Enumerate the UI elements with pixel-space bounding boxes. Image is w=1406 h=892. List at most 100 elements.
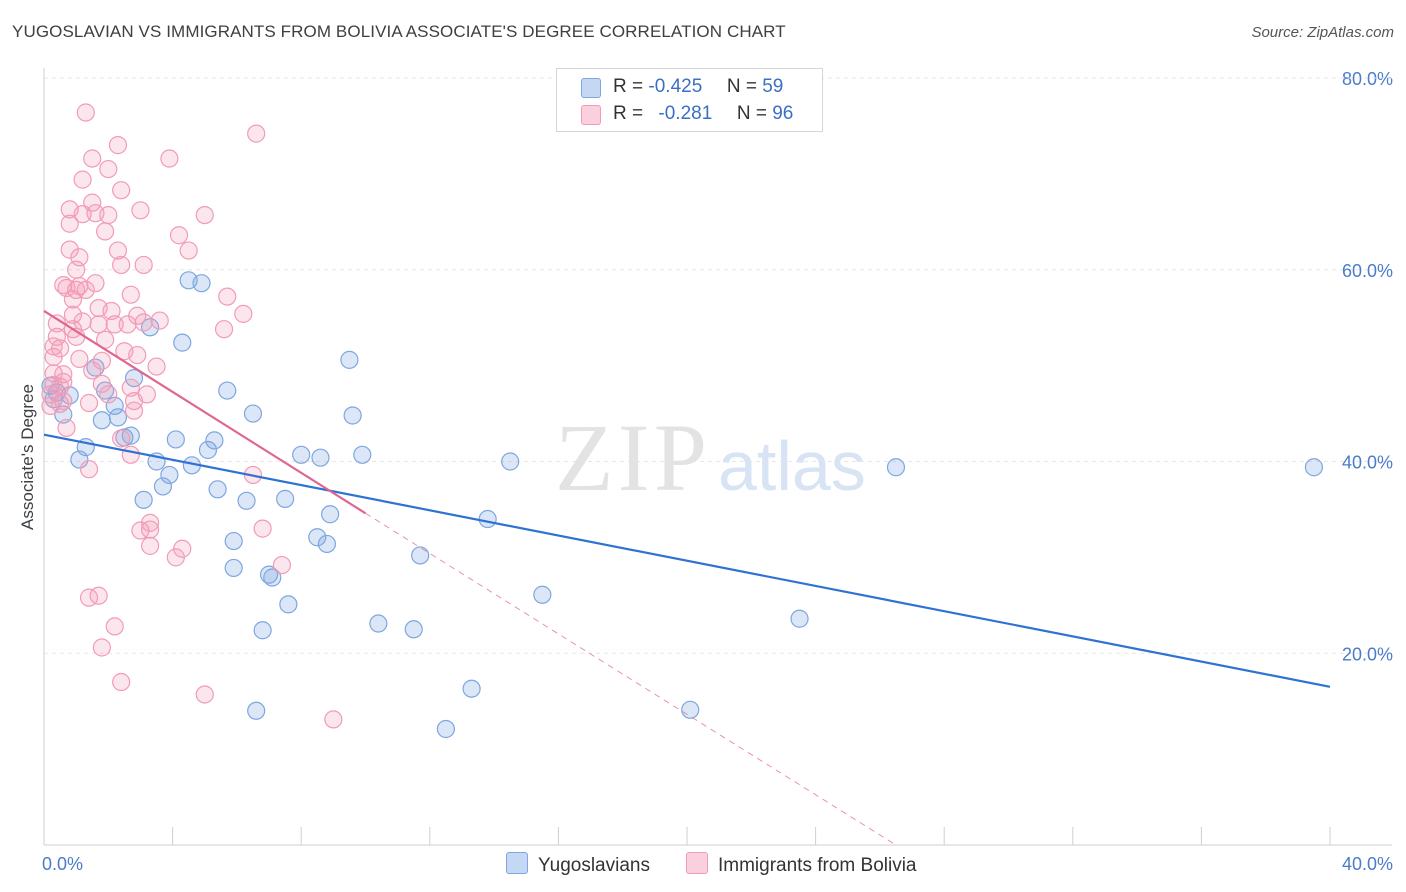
point-yugoslavians <box>317 534 337 554</box>
y-axis-label: Associate's Degree <box>18 384 37 530</box>
point-bolivia <box>92 638 111 657</box>
point-yugoslavians <box>404 620 423 639</box>
bottom-legend-label-yugoslavians: Yugoslavians <box>538 855 650 876</box>
watermark-atlas: atlas <box>718 427 866 505</box>
point-yugoslavians <box>224 531 243 551</box>
point-bolivia <box>112 255 131 275</box>
y-tick-label: 80.0% <box>1342 69 1393 89</box>
point-yugoslavians <box>340 350 359 369</box>
point-bolivia <box>54 365 73 384</box>
point-bolivia <box>134 255 153 275</box>
bottom-legend-label-bolivia: Immigrants from Bolivia <box>718 855 917 876</box>
trend-line-bolivia <box>43 310 367 515</box>
point-bolivia <box>105 315 124 334</box>
point-yugoslavians <box>218 381 237 400</box>
point-bolivia <box>121 378 140 397</box>
point-yugoslavians <box>86 358 105 377</box>
point-yugoslavians <box>166 430 185 449</box>
point-bolivia <box>79 393 99 413</box>
x-tick-label: 0.0% <box>42 854 83 874</box>
point-bolivia <box>169 226 189 245</box>
point-bolivia <box>128 345 147 365</box>
point-bolivia <box>102 301 121 321</box>
point-bolivia <box>108 136 128 155</box>
point-bolivia <box>86 274 105 293</box>
point-bolivia <box>140 520 160 539</box>
point-yugoslavians <box>192 274 211 293</box>
trend-line-yugoslavians <box>43 433 1331 688</box>
point-yugoslavians <box>886 458 906 477</box>
point-bolivia <box>89 586 108 605</box>
point-bolivia <box>112 181 131 200</box>
legend-swatch-bolivia <box>581 105 601 125</box>
point-yugoslavians <box>160 465 179 485</box>
point-bolivia <box>234 304 253 323</box>
point-yugoslavians <box>369 614 388 633</box>
point-yugoslavians <box>153 477 173 496</box>
point-yugoslavians <box>243 404 263 423</box>
point-yugoslavians <box>353 445 372 464</box>
point-yugoslavians <box>790 609 809 628</box>
point-bolivia <box>272 555 292 575</box>
grid-lines: 20.0% 40.0% 60.0% 80.0% <box>44 69 1393 664</box>
point-bolivia <box>54 372 73 392</box>
point-bolivia <box>137 385 156 404</box>
point-yugoslavians <box>1304 458 1324 477</box>
point-yugoslavians <box>108 408 128 427</box>
stats-legend: R = -0.425 N = 59 R = -0.281 N = 96 <box>556 68 823 132</box>
point-yugoslavians <box>253 621 272 640</box>
point-bolivia <box>79 460 99 479</box>
point-bolivia <box>60 214 79 233</box>
chart-title: YUGOSLAVIAN VS IMMIGRANTS FROM BOLIVIA A… <box>12 22 786 41</box>
point-bolivia <box>324 710 343 729</box>
legend-r-label: R = <box>613 103 644 124</box>
point-bolivia <box>128 306 147 325</box>
point-bolivia <box>99 206 118 225</box>
watermark: ZIP atlas <box>555 404 866 511</box>
point-bolivia <box>124 401 144 420</box>
point-yugoslavians <box>208 480 227 499</box>
point-bolivia <box>214 320 234 339</box>
point-yugoslavians <box>198 440 218 460</box>
point-yugoslavians <box>411 546 430 565</box>
point-bolivia <box>92 374 111 393</box>
point-bolivia <box>76 280 95 299</box>
point-yugoslavians <box>247 701 266 720</box>
point-yugoslavians <box>205 431 224 450</box>
point-bolivia <box>83 193 102 212</box>
legend-r-value: -0.425 <box>648 76 703 97</box>
point-yugoslavians <box>321 505 340 524</box>
point-yugoslavians <box>92 411 111 430</box>
point-yugoslavians <box>478 509 497 529</box>
y-tick-label: 40.0% <box>1342 453 1393 473</box>
data-points <box>41 103 1324 739</box>
source-label: Source: ZipAtlas.com <box>1251 24 1394 41</box>
point-bolivia <box>140 513 160 532</box>
trend-extension-bolivia <box>365 512 897 846</box>
point-yugoslavians <box>308 528 327 547</box>
point-bolivia <box>60 240 79 259</box>
y-tick-label: 60.0% <box>1342 261 1393 281</box>
point-yugoslavians <box>224 558 243 578</box>
bottom-legend-yugoslavians: Yugoslavians <box>506 852 650 877</box>
point-bolivia <box>92 351 111 370</box>
point-bolivia <box>99 159 118 179</box>
point-bolivia <box>70 349 89 369</box>
point-bolivia <box>50 339 70 358</box>
point-yugoslavians <box>276 489 295 508</box>
point-bolivia <box>147 357 166 376</box>
point-bolivia <box>83 361 102 380</box>
point-bolivia <box>173 539 192 558</box>
legend-n-value: 96 <box>772 103 794 124</box>
point-bolivia <box>112 672 131 692</box>
trend-lines <box>43 310 1331 846</box>
point-bolivia <box>95 222 115 241</box>
point-yugoslavians <box>237 491 256 510</box>
legend-n-label: N = <box>736 103 767 124</box>
legend-n-label: N = <box>726 76 757 97</box>
point-bolivia <box>131 201 150 220</box>
point-yugoslavians <box>501 452 520 471</box>
point-yugoslavians <box>292 445 311 464</box>
point-yugoslavians <box>681 700 700 719</box>
point-bolivia <box>73 170 92 189</box>
